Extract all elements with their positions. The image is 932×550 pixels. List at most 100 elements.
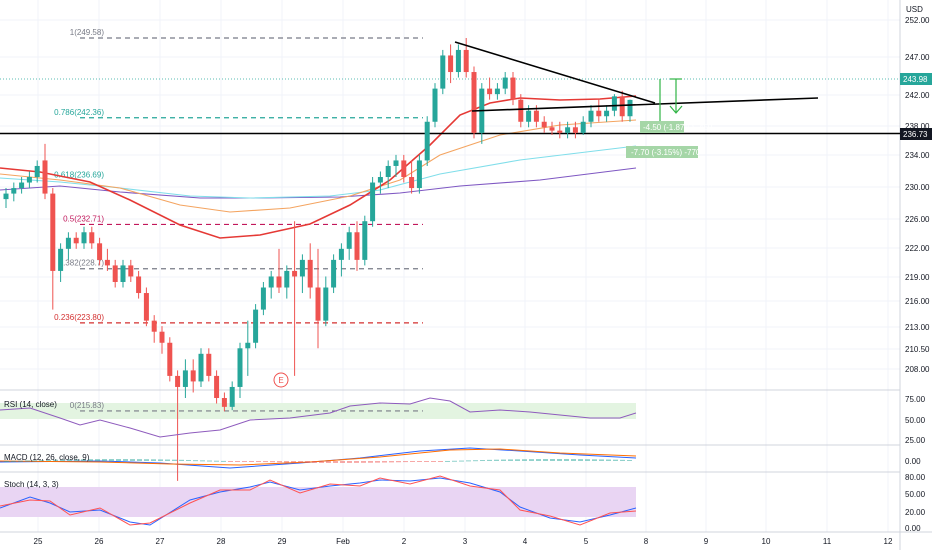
time-tick-label: 29 bbox=[278, 537, 287, 546]
fib-level-label: 0(215.83) bbox=[70, 401, 105, 410]
time-tick-label: 10 bbox=[762, 537, 771, 546]
macd-histogram-bar bbox=[81, 459, 86, 461]
macd-histogram-bar bbox=[228, 461, 233, 462]
candle-body bbox=[611, 96, 617, 111]
candle-body bbox=[104, 259, 110, 266]
triangle-lower-trendline[interactable] bbox=[471, 97, 819, 112]
ema-red-line bbox=[0, 95, 637, 239]
macd-histogram-bar bbox=[256, 461, 261, 462]
fib-level-label: 0.236(223.80) bbox=[54, 313, 104, 322]
triangle-upper-trendline[interactable] bbox=[454, 41, 656, 104]
candle-body bbox=[385, 165, 391, 178]
price-axis[interactable]: USD 252.00 247.00 242.00 238.00 234.00 230.00 2… bbox=[900, 5, 932, 533]
candle-body bbox=[237, 348, 243, 387]
candle-body bbox=[455, 49, 461, 73]
macd-histogram-bar bbox=[186, 459, 191, 461]
price-tick-label: 234.00 bbox=[905, 151, 930, 160]
macd-histogram-bar bbox=[46, 459, 51, 461]
macd-histogram-bar bbox=[4, 461, 9, 462]
candle-body bbox=[377, 177, 383, 183]
fib-level-label: 0.618(236.69) bbox=[54, 170, 104, 179]
horizontal-level-badge bbox=[900, 128, 932, 140]
time-tick-label: 12 bbox=[884, 537, 893, 546]
candle-body bbox=[120, 265, 126, 282]
candle-body bbox=[50, 193, 56, 271]
earnings-marker-label: E bbox=[278, 376, 283, 385]
macd-histogram-bar bbox=[39, 460, 44, 462]
candle-body bbox=[151, 320, 157, 332]
stoch-title[interactable]: Stoch (14, 3, 3) bbox=[4, 480, 59, 489]
candle-body bbox=[541, 121, 547, 128]
candle-body bbox=[440, 55, 446, 89]
candle-body bbox=[557, 130, 563, 133]
candle-body bbox=[65, 237, 71, 249]
candle-body bbox=[627, 99, 633, 117]
price-tick-label: 252.00 bbox=[905, 16, 930, 25]
currency-label: USD bbox=[906, 5, 923, 14]
macd-histogram-bar bbox=[242, 461, 247, 462]
candle-body bbox=[182, 370, 188, 387]
macd-histogram-bar bbox=[438, 461, 443, 462]
price-tick-label: 247.00 bbox=[905, 53, 930, 62]
price-tick-label: 216.00 bbox=[905, 297, 930, 306]
macd-histogram-bar bbox=[452, 460, 457, 462]
macd-histogram-bar bbox=[11, 460, 16, 462]
macd-histogram-bar bbox=[263, 461, 268, 463]
time-tick-label: Feb bbox=[336, 537, 350, 546]
candle-body bbox=[533, 110, 539, 122]
macd-histogram-bar bbox=[249, 461, 254, 462]
macd-histogram-bar bbox=[424, 461, 429, 462]
candle-body bbox=[19, 182, 25, 189]
macd-histogram-bar bbox=[319, 461, 324, 463]
macd-histogram-bar bbox=[543, 459, 548, 461]
macd-histogram-bar bbox=[25, 460, 30, 462]
macd-histogram-bar bbox=[172, 459, 177, 461]
stoch-band bbox=[0, 487, 636, 517]
candle-body bbox=[323, 287, 329, 321]
macd-histogram-bar bbox=[291, 461, 296, 463]
macd-histogram-bar bbox=[158, 459, 163, 461]
macd-histogram-bar bbox=[473, 460, 478, 462]
time-tick-label: 27 bbox=[156, 537, 165, 546]
macd-histogram-bar bbox=[137, 459, 142, 461]
macd-histogram-bar bbox=[326, 461, 331, 463]
candle-body bbox=[416, 160, 422, 189]
macd-histogram-bar bbox=[375, 461, 380, 463]
macd-histogram-bar bbox=[522, 459, 527, 461]
macd-histogram-bar bbox=[354, 461, 359, 463]
candle-body bbox=[494, 88, 500, 95]
rsi-title[interactable]: RSI (14, close) bbox=[4, 400, 57, 409]
candle-body bbox=[401, 160, 407, 178]
time-tick-label: 11 bbox=[823, 537, 832, 546]
indicator-tick-label: 80.00 bbox=[905, 473, 926, 482]
measure-label-lower: -7.70 (-3.15%) -770 bbox=[626, 146, 701, 158]
macd-histogram-bar bbox=[340, 461, 345, 463]
candle-body bbox=[315, 287, 321, 321]
candle-body bbox=[596, 110, 602, 117]
time-tick-label: 5 bbox=[584, 537, 589, 546]
macd-histogram-bar bbox=[179, 459, 184, 461]
earnings-marker[interactable]: E bbox=[273, 372, 289, 388]
macd-histogram-bar bbox=[382, 461, 387, 463]
price-tick-label: 213.00 bbox=[905, 323, 930, 332]
macd-histogram-bar bbox=[620, 459, 625, 461]
candle-body bbox=[354, 232, 360, 260]
candle-body bbox=[260, 287, 266, 310]
candle-body bbox=[619, 96, 625, 117]
candle-body bbox=[42, 160, 48, 194]
time-axis[interactable]: 25 26 27 28 29 Feb 2 3 4 5 8 9 10 11 12 bbox=[34, 537, 893, 546]
macd-histogram-bar bbox=[88, 459, 93, 461]
macd-title[interactable]: MACD (12, 26, close, 9) bbox=[4, 453, 90, 462]
macd-histogram-bar bbox=[613, 459, 618, 461]
macd-histogram-bar bbox=[529, 459, 534, 461]
triangle-pattern[interactable] bbox=[454, 41, 819, 112]
macd-histogram-bar bbox=[508, 459, 513, 461]
macd-histogram-bar bbox=[459, 460, 464, 462]
macd-histogram-bar bbox=[417, 461, 422, 462]
candle-body bbox=[245, 342, 251, 349]
fibonacci-retracement[interactable]: 1(249.58) 0.786(242.36) 0.618(236.69) 0.5(2… bbox=[54, 28, 423, 412]
macd-histogram-bar bbox=[193, 460, 198, 462]
macd-histogram-bar bbox=[480, 460, 485, 462]
